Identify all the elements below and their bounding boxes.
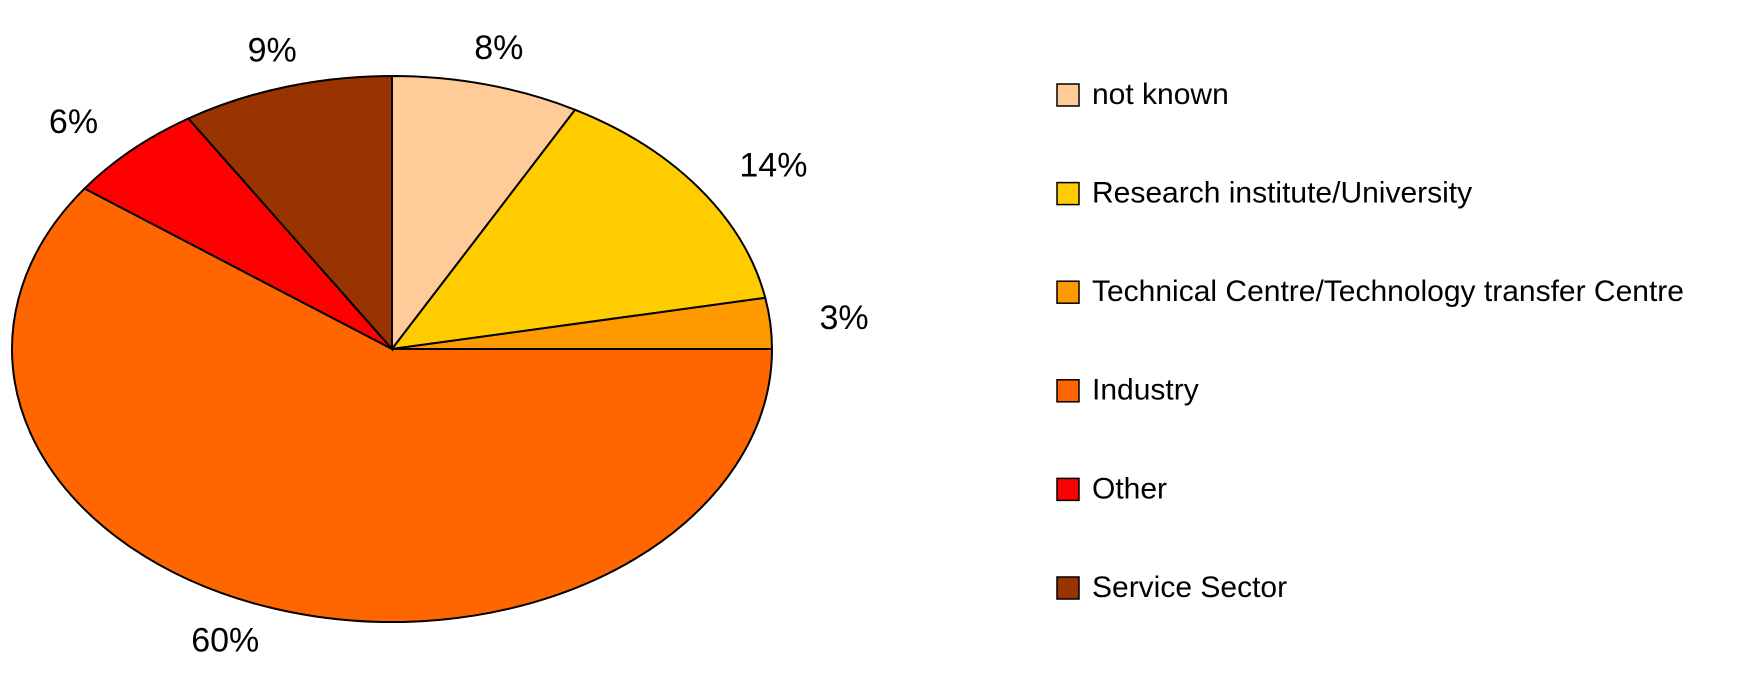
legend-label: Research institute/University [1092, 177, 1472, 210]
slice-label: 3% [819, 299, 868, 337]
pie-slice [389, 108, 767, 351]
legend-swatch [1056, 181, 1080, 206]
slice-label: 9% [248, 32, 297, 70]
pie-slice [11, 187, 774, 623]
legend-label: Industry [1092, 374, 1199, 407]
legend-label: not known [1092, 78, 1229, 111]
legend-swatch [1056, 477, 1080, 502]
slice-label: 8% [474, 29, 523, 67]
legend-label: Service Sector [1092, 571, 1287, 604]
pie-slice [82, 117, 393, 350]
legend-swatch [1056, 379, 1080, 403]
slice-label: 6% [49, 103, 98, 141]
slice-label: 60% [191, 621, 259, 659]
legend-label: Other [1092, 472, 1167, 505]
legend-label: Technical Centre/Technology transfer Cen… [1092, 275, 1684, 308]
pie-slice [186, 74, 393, 352]
legend-swatch [1056, 83, 1080, 107]
legend-swatch [1056, 280, 1080, 304]
slice-label: 14% [739, 147, 807, 185]
pie-slice [391, 74, 577, 352]
legend-swatch [1056, 576, 1080, 600]
